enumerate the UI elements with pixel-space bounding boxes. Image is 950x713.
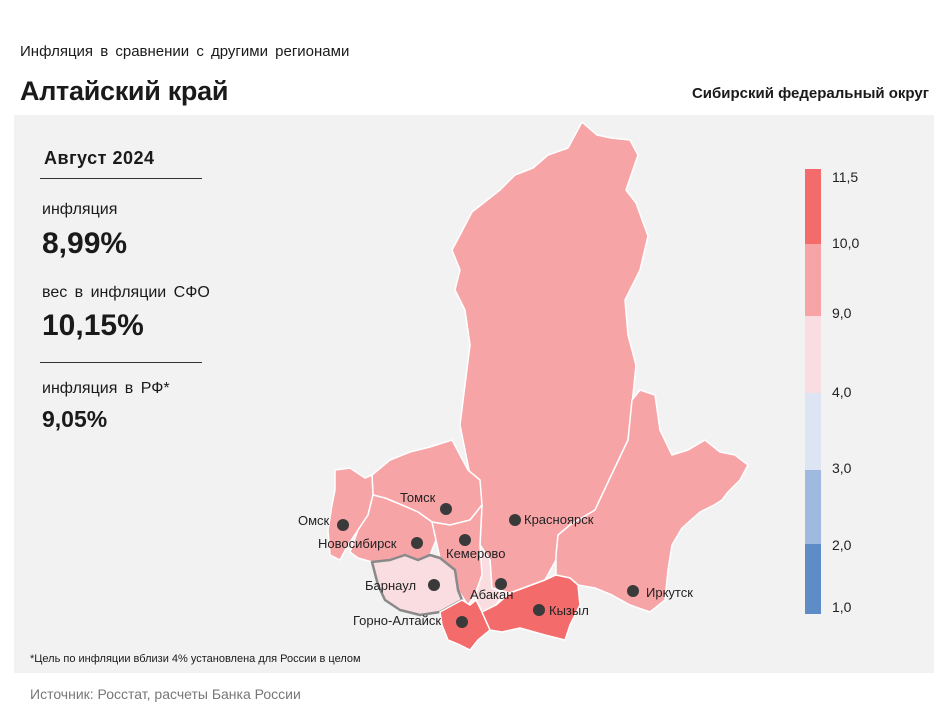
divider-bottom	[40, 362, 202, 363]
city-dot-kyzyl	[533, 604, 545, 616]
city-label-gorno-altaysk: Горно-Алтайск	[353, 613, 441, 628]
region-altai-krai	[370, 553, 464, 617]
legend-tick-9-0: 9,0	[832, 305, 852, 321]
city-label-irkutsk: Иркутск	[646, 585, 693, 600]
legend-tick-1-0: 1,0	[832, 599, 852, 615]
legend-tick-4-0: 4,0	[832, 384, 852, 400]
city-dot-irkutsk	[627, 585, 639, 597]
legend-tick-11-5: 11,5	[832, 169, 858, 185]
legend-tick-10-0: 10,0	[832, 235, 859, 251]
footnote: *Цель по инфляции вблизи 4% установлена …	[30, 653, 361, 665]
city-label-krasnoyarsk: Красноярск	[524, 512, 594, 527]
region-omsk	[327, 467, 374, 561]
city-dot-tomsk	[440, 503, 452, 515]
city-dot-barnaul	[428, 579, 440, 591]
legend-band-high	[805, 169, 821, 244]
region-tuva	[481, 574, 581, 641]
city-dot-abakan	[495, 578, 507, 590]
city-dot-novosibirsk	[411, 537, 423, 549]
page-title: Алтайский край	[20, 76, 229, 106]
city-markers	[337, 503, 639, 628]
legend-band-lightblue	[805, 393, 821, 470]
legend-band-low	[805, 316, 821, 393]
rf-inflation-value: 9,05%	[42, 406, 108, 432]
weight-label: вес в инфляции СФО	[42, 284, 210, 301]
legend-band-darkblue	[805, 544, 821, 614]
city-label-omsk: Омск	[298, 513, 330, 528]
inflation-value: 8,99%	[42, 227, 128, 260]
weight-value: 10,15%	[42, 309, 144, 342]
legend-tick-3-0: 3,0	[832, 460, 852, 476]
city-dot-gorno-altaysk	[456, 616, 468, 628]
city-dot-kemerovo	[459, 534, 471, 546]
legend-bar	[805, 169, 821, 614]
district-label: Сибирский федеральный округ	[691, 85, 929, 102]
inflation-label: инфляция	[42, 201, 118, 218]
region-irkutsk	[555, 389, 749, 613]
legend-tick-2-0: 2,0	[832, 537, 852, 553]
legend-band-blue	[805, 470, 821, 544]
divider-top	[40, 178, 202, 179]
subtitle: Инфляция в сравнении с другими регионами	[20, 43, 350, 60]
city-dot-omsk	[337, 519, 349, 531]
city-label-kyzyl: Кызыл	[549, 603, 589, 618]
city-label-barnaul: Барнаул	[365, 578, 416, 593]
source-note: Источник: Росстат, расчеты Банка России	[30, 686, 301, 702]
city-label-abakan: Абакан	[470, 587, 513, 602]
city-dot-krasnoyarsk	[509, 514, 521, 526]
city-label-novosibirsk: Новосибирск	[318, 536, 397, 551]
period-label: Август 2024	[44, 148, 155, 168]
city-label-tomsk: Томск	[400, 490, 436, 505]
city-label-kemerovo: Кемерово	[446, 546, 505, 561]
rf-inflation-label: инфляция в РФ*	[42, 380, 170, 397]
legend-band-mid	[805, 244, 821, 316]
